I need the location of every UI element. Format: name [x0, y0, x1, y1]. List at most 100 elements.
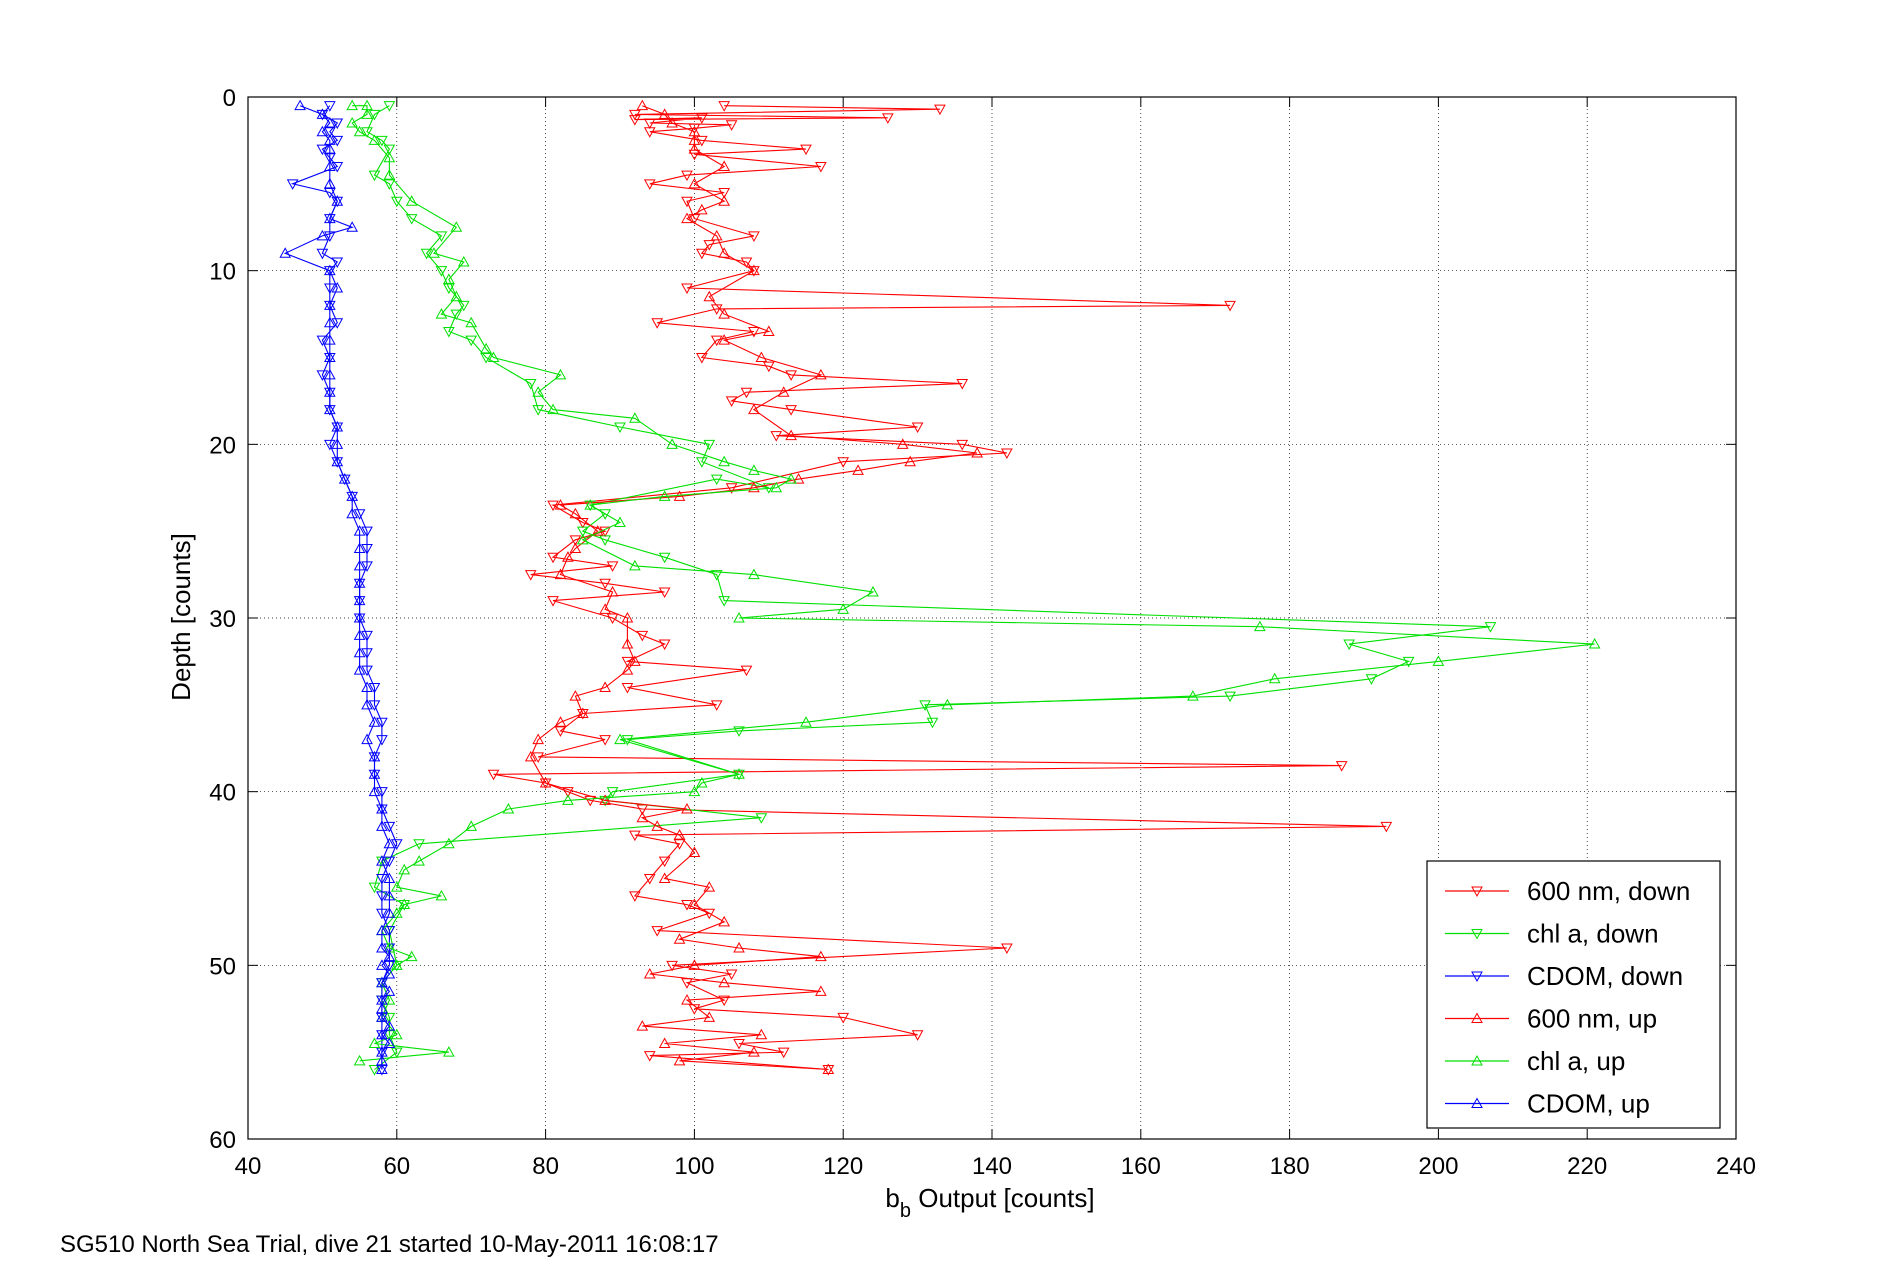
data-point [1335, 761, 1348, 772]
data-point [323, 188, 336, 199]
data-point [1484, 622, 1497, 633]
data-point [547, 552, 559, 564]
data-point [532, 405, 545, 416]
data-point [353, 559, 366, 571]
data-point [718, 188, 731, 199]
data-point [532, 733, 545, 745]
x-tick-label: 140 [972, 1153, 1012, 1180]
data-point [703, 1011, 716, 1022]
data-point [368, 682, 381, 694]
data-point [762, 325, 775, 336]
data-point [733, 768, 745, 779]
data-point [323, 117, 336, 128]
data-point [383, 872, 396, 883]
data-point [740, 387, 753, 399]
y-tick-label: 0 [223, 85, 236, 112]
data-point [294, 99, 306, 111]
data-point [1380, 821, 1393, 833]
data-point [532, 752, 545, 763]
data-point [733, 726, 745, 737]
data-point [443, 837, 455, 849]
data-point [376, 994, 388, 1005]
data-point [376, 820, 388, 831]
data-point [643, 1051, 656, 1062]
data-point [718, 308, 731, 319]
data-point [636, 1020, 649, 1031]
data-point [695, 457, 708, 468]
x-axis-label: bb Output [counts] [885, 1183, 1094, 1222]
data-point [435, 266, 448, 277]
data-point [681, 170, 693, 182]
data-point [695, 135, 708, 147]
data-point [502, 803, 515, 814]
data-point [673, 933, 686, 944]
data-point [629, 109, 641, 121]
data-point [740, 257, 753, 269]
data-point [718, 195, 731, 206]
data-point [584, 499, 597, 510]
data-point [316, 229, 329, 241]
data-point [361, 733, 373, 745]
data-point [681, 994, 693, 1005]
data-point [361, 544, 373, 555]
data-point [361, 681, 373, 692]
data-point [376, 1054, 388, 1066]
x-tick-label: 220 [1567, 1153, 1607, 1180]
data-point [323, 264, 336, 276]
data-point [911, 1030, 924, 1041]
data-point [599, 509, 611, 520]
data-point [688, 959, 701, 970]
data-point [323, 177, 336, 189]
data-point [666, 117, 678, 128]
legend-label: chl a, up [1527, 1046, 1625, 1076]
data-point [390, 881, 403, 892]
data-point [405, 214, 418, 225]
data-point [524, 750, 537, 762]
data-point [748, 464, 760, 475]
data-point [718, 596, 731, 607]
data-point [353, 577, 366, 588]
data-point [658, 856, 671, 868]
data-point [614, 422, 626, 433]
data-point [376, 787, 388, 798]
data-point [435, 308, 448, 319]
data-point [383, 837, 396, 849]
data-point [443, 273, 455, 284]
data-point [800, 144, 812, 156]
data-point [643, 967, 656, 979]
data-point [323, 231, 336, 242]
data-point [569, 690, 582, 701]
data-point [881, 113, 894, 124]
data-point [867, 585, 879, 597]
data-point [1432, 655, 1445, 666]
data-point [651, 926, 664, 937]
data-point [1343, 639, 1355, 651]
data-point [331, 161, 344, 173]
data-point [353, 509, 366, 520]
data-point [338, 473, 351, 484]
data-point [614, 733, 626, 745]
data-point [643, 118, 656, 130]
data-point [576, 526, 589, 538]
data-point [383, 926, 396, 937]
data-point [376, 891, 388, 902]
x-tick-label: 180 [1270, 1153, 1310, 1180]
data-point [569, 507, 582, 519]
data-point [524, 570, 537, 581]
data-point [777, 386, 790, 397]
x-tick-label: 120 [823, 1153, 863, 1180]
data-point [346, 507, 359, 519]
data-point [331, 455, 344, 467]
data-point [1224, 691, 1236, 703]
series-line [493, 105, 1387, 1071]
data-point [562, 794, 574, 805]
data-point [383, 169, 396, 180]
data-point [554, 716, 567, 727]
data-point [703, 439, 716, 451]
data-point [353, 646, 366, 658]
data-point [688, 898, 701, 910]
data-point [323, 134, 336, 145]
data-point [1001, 448, 1013, 460]
data-point [323, 101, 336, 112]
data-point [636, 99, 649, 111]
